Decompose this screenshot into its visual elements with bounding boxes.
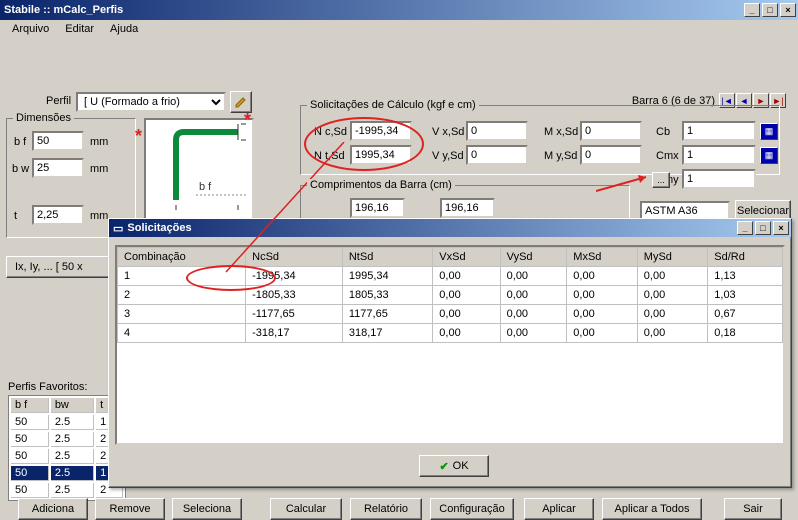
relatorio-button[interactable]: Relatório [350, 498, 422, 520]
favoritos-title: Perfis Favoritos: [8, 381, 87, 393]
fav-col: bw [51, 398, 94, 413]
table-row[interactable]: 3-1177,651177,650,000,000,000,000,67 [118, 305, 783, 324]
adiciona-button[interactable]: Adiciona [18, 498, 88, 520]
compr-title: Comprimentos da Barra (cm) [307, 179, 455, 191]
kyl-input[interactable] [440, 198, 495, 218]
cmy-input[interactable] [682, 169, 756, 189]
grid-col: VxSd [433, 248, 500, 267]
solic-grid[interactable]: CombinaçãoNcSdNtSdVxSdVySdMxSdMySdSd/Rd … [117, 247, 783, 343]
cmx-label: Cmx [656, 150, 679, 162]
ellipsis-button[interactable]: ... [652, 172, 670, 188]
grid-col: Sd/Rd [708, 248, 783, 267]
t-label: t [14, 210, 17, 222]
table-row[interactable]: 4-318,17318,170,000,000,000,000,18 [118, 324, 783, 343]
profile-preview: b f [144, 118, 254, 223]
ky-input[interactable] [350, 198, 405, 218]
table-row[interactable]: 502.52 [11, 432, 123, 447]
cmx-input[interactable] [682, 145, 756, 165]
close-button[interactable]: × [780, 3, 796, 17]
mxsd-input[interactable] [580, 121, 642, 141]
main-titlebar: Stabile :: mCalc_Perfis _ □ × [0, 0, 798, 20]
minimize-button[interactable]: _ [744, 3, 760, 17]
grid-col: Combinação [118, 248, 246, 267]
bf-label: b f [14, 136, 26, 148]
fav-col: b f [11, 398, 49, 413]
cb-label: Cb [656, 126, 670, 138]
annotation-aster-1: * [135, 126, 142, 147]
table-row[interactable]: 502.52 [11, 449, 123, 464]
check-icon: ✔ [439, 460, 448, 473]
ncsd-input[interactable] [350, 121, 412, 141]
cb-input[interactable] [682, 121, 756, 141]
vysd-input[interactable] [466, 145, 528, 165]
solic-title: Solicitações de Cálculo (kgf e cm) [307, 99, 479, 111]
window-title: Stabile :: mCalc_Perfis [4, 4, 744, 16]
vysd-label: V y,Sd [432, 150, 464, 162]
table-row[interactable]: 502.51 [11, 466, 123, 481]
bf-input[interactable] [32, 131, 84, 151]
dialog-icon: ▭ [113, 222, 123, 235]
dialog-close-button[interactable]: × [773, 221, 789, 235]
mxsd-label: M x,Sd [544, 126, 578, 138]
dialog-maximize-button[interactable]: □ [755, 221, 771, 235]
ntsd-label: N t,Sd [314, 150, 345, 162]
seleciona-button[interactable]: Seleciona [172, 498, 242, 520]
aplicar-button[interactable]: Aplicar [524, 498, 594, 520]
perfil-label: Perfil [46, 95, 71, 107]
config-button[interactable]: Configuração [430, 498, 514, 520]
annotation-aster-2: * [244, 110, 251, 131]
aplicar-todos-button[interactable]: Aplicar a Todos [602, 498, 702, 520]
remove-button[interactable]: Remove [95, 498, 165, 520]
grid-col: VySd [500, 248, 567, 267]
table-row[interactable]: 1-1995,341995,340,000,000,000,001,13 [118, 267, 783, 286]
menu-ajuda[interactable]: Ajuda [102, 21, 146, 37]
cmx-calc-icon[interactable]: ▦ [760, 147, 778, 164]
bw-label: b w [12, 163, 29, 175]
sair-button[interactable]: Sair [724, 498, 782, 520]
calcular-button[interactable]: Calcular [270, 498, 342, 520]
ncsd-label: N c,Sd [314, 126, 347, 138]
ntsd-input[interactable] [350, 145, 412, 165]
bw-unit: mm [90, 163, 108, 175]
grid-col: MxSd [567, 248, 637, 267]
grid-col: NcSd [246, 248, 343, 267]
bf-unit: mm [90, 136, 108, 148]
t-input[interactable] [32, 205, 84, 225]
maximize-button[interactable]: □ [762, 3, 778, 17]
vxsd-label: V x,Sd [432, 126, 464, 138]
ok-label: OK [453, 460, 469, 472]
menu-arquivo[interactable]: Arquivo [4, 21, 57, 37]
bw-input[interactable] [32, 158, 84, 178]
solicitacoes-dialog: ▭ Solicitações _ □ × CombinaçãoNcSdNtSdV… [108, 218, 792, 488]
mysd-input[interactable] [580, 145, 642, 165]
ok-button[interactable]: ✔ OK [419, 455, 489, 477]
ix-iy-button[interactable]: Ix, Iy, ... [ 50 x [6, 256, 116, 278]
menu-editar[interactable]: Editar [57, 21, 102, 37]
svg-text:b f: b f [199, 181, 212, 193]
vxsd-input[interactable] [466, 121, 528, 141]
dialog-minimize-button[interactable]: _ [737, 221, 753, 235]
table-row[interactable]: 2-1805,331805,330,000,000,000,001,03 [118, 286, 783, 305]
menubar: Arquivo Editar Ajuda [0, 20, 798, 38]
table-row[interactable]: 502.51 [11, 415, 123, 430]
dialog-title: Solicitações [127, 222, 737, 234]
table-row[interactable]: 502.52 [11, 483, 123, 498]
pencil-icon [235, 96, 247, 108]
grid-col: NtSd [342, 248, 432, 267]
solic-grid-wrap: CombinaçãoNcSdNtSdVxSdVySdMxSdMySdSd/Rd … [115, 245, 785, 445]
mysd-label: M y,Sd [544, 150, 577, 162]
t-unit: mm [90, 210, 108, 222]
dialog-titlebar: ▭ Solicitações _ □ × [109, 219, 791, 237]
cb-calc-icon[interactable]: ▦ [760, 123, 778, 140]
grid-col: MySd [637, 248, 707, 267]
perfil-select[interactable]: [ U (Formado a frio) [76, 92, 226, 112]
profile-shape-icon: b f [146, 120, 252, 221]
dimensoes-title: Dimensões [13, 112, 74, 124]
